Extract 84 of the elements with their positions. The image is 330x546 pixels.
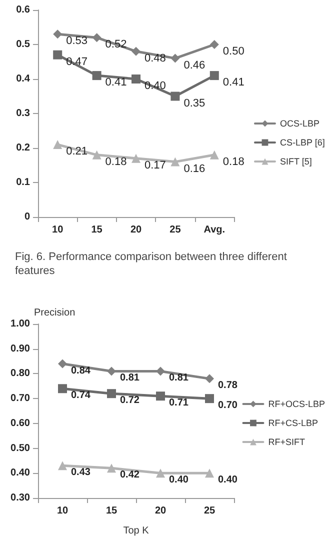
point <box>205 374 214 384</box>
point <box>132 46 140 56</box>
x-axis-title: Top K <box>123 526 150 536</box>
point <box>170 157 180 166</box>
legend-label: RF+SIFT <box>268 437 306 447</box>
x-tick-label: 25 <box>204 506 216 516</box>
point <box>156 468 165 478</box>
y-tick-label: 0.3 <box>16 108 30 119</box>
data-label: 0.17 <box>144 159 166 172</box>
point <box>92 150 102 160</box>
point <box>132 74 140 84</box>
y-tick-label: 0.80 <box>10 368 30 380</box>
point <box>58 359 67 368</box>
data-label: 0.42 <box>120 470 140 481</box>
y-tick-label: 0.40 <box>10 468 30 479</box>
point <box>132 154 140 163</box>
x-tick-label: 20 <box>154 506 166 516</box>
caption: Fig. 6. Performance comparison between three different features <box>15 251 290 277</box>
point <box>58 461 67 470</box>
legend-label: RF+CS-LBP <box>268 418 318 428</box>
y-tick-label: 0 <box>24 212 30 222</box>
x-tick-label: 25 <box>170 224 182 236</box>
x-tick-label: 15 <box>91 224 103 236</box>
legend-label: OCS-LBP <box>280 118 320 128</box>
data-label: 0.40 <box>169 474 189 486</box>
data-label: 0.43 <box>71 467 91 478</box>
point <box>170 92 180 101</box>
point <box>107 389 116 398</box>
x-tick-label: Avg. <box>204 224 226 236</box>
point <box>92 33 102 42</box>
point <box>53 50 62 60</box>
y-tick-label: 0.90 <box>10 343 30 354</box>
point <box>210 40 219 49</box>
data-label: 0.48 <box>144 52 166 64</box>
point <box>58 384 67 394</box>
point <box>170 54 180 63</box>
data-label: 0.72 <box>120 395 140 406</box>
legend-label: RF+OCS-LBP <box>268 399 325 409</box>
data-label: 0.71 <box>169 398 189 409</box>
point <box>53 140 62 150</box>
legend-label: SIFT [5] <box>280 156 312 166</box>
point <box>107 464 116 473</box>
legend-label: CS-LBP [6] <box>280 138 325 148</box>
data-label: 0.46 <box>184 59 206 72</box>
x-tick-label: 20 <box>130 224 142 236</box>
data-label: 0.78 <box>218 380 238 392</box>
data-label: 0.41 <box>105 76 127 89</box>
point <box>205 394 214 404</box>
y-tick-label: 0.60 <box>10 418 30 429</box>
y-tick-label: 0.30 <box>10 492 30 504</box>
data-label: 0.74 <box>71 390 91 402</box>
x-tick-label: 10 <box>52 224 64 236</box>
y-axis-title: Precision <box>34 308 76 318</box>
y-tick-label: 0.2 <box>16 142 30 154</box>
y-tick-label: 0.6 <box>16 4 30 16</box>
data-label: 0.41 <box>222 76 244 89</box>
data-label: 0.35 <box>184 97 206 110</box>
data-label: 0.81 <box>169 372 189 384</box>
y-tick-label: 1.00 <box>10 318 30 330</box>
point <box>107 366 116 376</box>
point <box>210 150 219 160</box>
x-tick-label: 15 <box>106 506 118 516</box>
x-tick-label: 10 <box>56 506 68 516</box>
data-label: 0.84 <box>71 365 91 376</box>
data-label: 0.81 <box>120 372 140 384</box>
data-label: 0.16 <box>184 162 206 175</box>
point <box>156 366 165 376</box>
point <box>210 71 219 80</box>
y-tick-label: 0.1 <box>16 177 30 188</box>
data-label: 0.50 <box>222 46 244 58</box>
point <box>156 392 165 401</box>
y-tick-label: 0.4 <box>16 74 30 84</box>
y-tick-label: 0.5 <box>16 39 30 50</box>
point <box>92 71 102 80</box>
y-tick-label: 0.50 <box>10 442 30 454</box>
data-label: 0.53 <box>66 35 88 48</box>
data-label: 0.40 <box>218 474 238 486</box>
data-label: 0.70 <box>218 400 238 412</box>
point <box>205 468 214 478</box>
data-label: 0.18 <box>105 156 127 168</box>
y-tick-label: 0.70 <box>10 393 30 404</box>
data-label: 0.21 <box>66 146 88 158</box>
point <box>53 30 62 39</box>
data-label: 0.18 <box>222 156 244 168</box>
